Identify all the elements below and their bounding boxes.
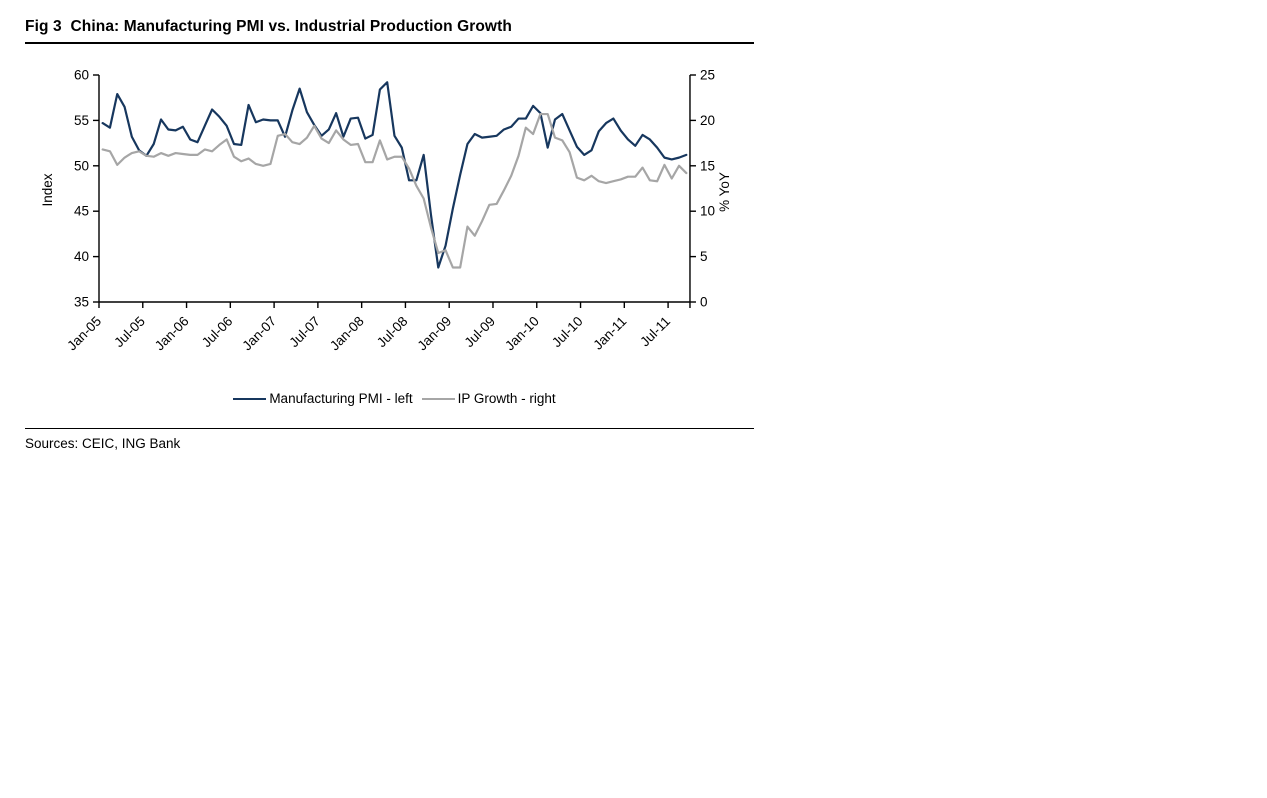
pmi-line [101, 81, 688, 269]
x-tick-label: Jan-06 [152, 314, 192, 354]
left-axis-tick-label: 45 [74, 204, 89, 219]
right-axis-tick-label: 15 [700, 158, 715, 173]
ip-line-swatch [421, 397, 455, 400]
x-tick-label: Jul-05 [111, 314, 148, 351]
figure-title: Fig 3 China: Manufacturing PMI vs. Indus… [25, 18, 512, 35]
left-axis-tick-label: 35 [74, 295, 89, 310]
right-axis-title: % YoY [717, 172, 732, 212]
legend-label-ip: IP Growth - right [457, 391, 556, 406]
x-tick-label: Jan-07 [239, 314, 279, 354]
x-tick-label: Jul-08 [374, 314, 411, 351]
x-tick-label: Jul-07 [286, 314, 323, 351]
left-axis-tick-label: 55 [74, 113, 89, 128]
left-axis-tick-label: 40 [74, 249, 89, 264]
x-tick-label: Jan-09 [415, 314, 455, 354]
right-axis-tick-label: 5 [700, 249, 708, 264]
x-tick-label: Jan-10 [502, 314, 542, 354]
legend-item-ip: IP Growth - right [421, 391, 556, 406]
legend-item-pmi: Manufacturing PMI - left [233, 391, 413, 406]
right-axis-tick-label: 0 [700, 295, 708, 310]
left-axis-title: Index [40, 173, 55, 206]
legend-label-pmi: Manufacturing PMI - left [269, 391, 413, 406]
right-axis-tick-label: 25 [700, 68, 715, 83]
left-axis-tick-label: 50 [74, 158, 89, 173]
x-tick-label: Jul-10 [549, 314, 586, 351]
left-axis-tick-label: 60 [74, 68, 89, 83]
x-tick-label: Jul-11 [637, 314, 673, 350]
right-axis-tick-label: 20 [700, 113, 715, 128]
pmi-ip-line-chart: 35 40 45 50 55 60 0 5 10 15 20 25 Jan-05 Jul-05 Jan-06… [40, 68, 732, 354]
sources-text: Sources: CEIC, ING Bank [25, 436, 181, 451]
x-tick-label: Jan-08 [327, 314, 367, 354]
pmi-line-swatch [233, 397, 267, 400]
ip-line [101, 112, 688, 269]
sources-divider [25, 428, 754, 429]
title-divider [25, 42, 754, 44]
x-tick-label: Jul-09 [461, 314, 498, 351]
x-tick-label: Jan-05 [64, 314, 104, 354]
x-tick-label: Jan-11 [590, 314, 629, 353]
x-tick-label: Jul-06 [199, 314, 236, 351]
right-axis-tick-label: 10 [700, 204, 715, 219]
chart-legend: Manufacturing PMI - left IP Growth - rig… [99, 391, 690, 406]
